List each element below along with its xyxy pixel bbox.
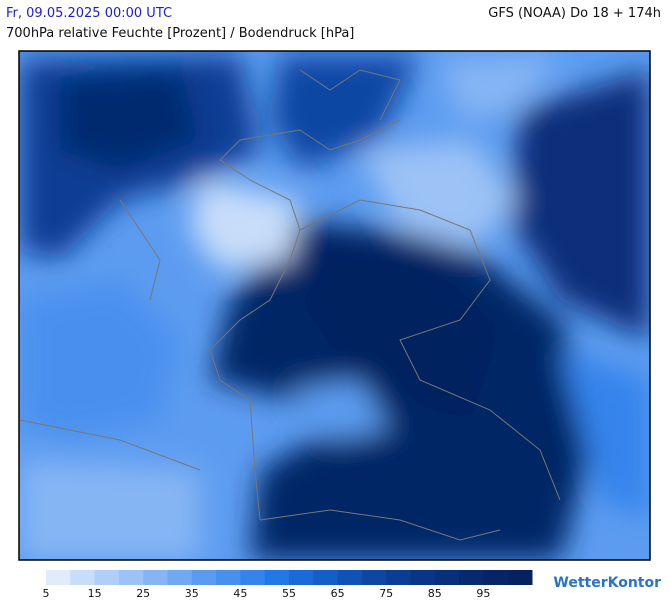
legend-tick-label: 25	[136, 587, 150, 600]
legend-swatch	[410, 570, 436, 585]
legend-swatch	[94, 570, 120, 585]
legend-swatch	[216, 570, 241, 585]
legend-tick-label: 85	[428, 587, 442, 600]
legend-tick-label: 5	[43, 587, 50, 600]
legend-tick-label: 65	[331, 587, 345, 600]
map-subtitle: 700hPa relative Feuchte [Prozent] / Bode…	[6, 26, 355, 41]
humidity-field	[19, 51, 650, 560]
legend-swatch	[289, 570, 314, 585]
legend-swatch	[167, 570, 193, 585]
legend-tick-label: 45	[233, 587, 247, 600]
legend-swatch	[361, 570, 387, 585]
legend-swatch	[70, 570, 96, 585]
logo: WetterKontor	[553, 575, 661, 591]
legend-tick-label: 95	[476, 587, 490, 600]
model-run: GFS (NOAA) Do 18 + 174h	[488, 6, 661, 21]
legend-swatch	[459, 570, 484, 585]
legend-swatch	[240, 570, 266, 585]
legend-tick-label: 55	[282, 587, 296, 600]
legend-swatch	[46, 570, 71, 585]
legend-swatch	[507, 570, 533, 585]
map-frame	[18, 50, 651, 561]
borders	[19, 69, 561, 541]
legend-swatch	[118, 570, 144, 585]
legend-swatch	[483, 570, 509, 585]
legend-swatch	[313, 570, 339, 585]
legend-swatch	[434, 570, 460, 585]
legend-swatch	[386, 570, 411, 585]
valid-date: Fr, 09.05.2025 00:00 UTC	[6, 6, 173, 21]
legend-swatch	[337, 570, 363, 585]
legend-tick-label: 15	[88, 587, 102, 600]
legend-tick-label: 35	[185, 587, 199, 600]
legend-tick-label: 75	[379, 587, 393, 600]
legend-swatch	[191, 570, 217, 585]
legend-swatch	[264, 570, 290, 585]
legend-swatch	[143, 570, 168, 585]
color-legend: 5 15 25 35 45 55 65 75 85 95	[43, 570, 533, 600]
